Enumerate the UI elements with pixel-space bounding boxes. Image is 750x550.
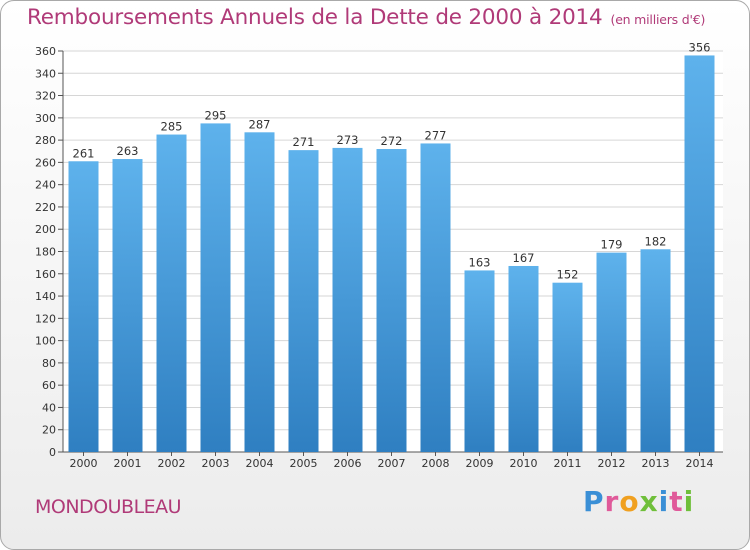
x-tick-label: 2003 (202, 457, 230, 470)
data-label: 285 (161, 120, 183, 134)
bar (552, 282, 583, 452)
logo-letter: o (619, 485, 640, 518)
x-tick-label: 2013 (642, 457, 670, 470)
x-tick-label: 2002 (158, 457, 186, 470)
x-tick-label: 2000 (70, 457, 98, 470)
bar (464, 270, 495, 452)
x-tick-label: 2007 (378, 457, 406, 470)
logo-letter: x (639, 485, 659, 518)
y-tick-label: 360 (35, 45, 56, 58)
bar (376, 149, 407, 452)
y-tick-label: 100 (35, 335, 56, 348)
x-tick-label: 2008 (422, 457, 450, 470)
x-tick-label: 2005 (290, 457, 318, 470)
x-tick-label: 2004 (246, 457, 274, 470)
x-tick-label: 2014 (686, 457, 714, 470)
x-tick-label: 2012 (598, 457, 626, 470)
y-tick-label: 240 (35, 179, 56, 192)
x-tick-label: 2001 (114, 457, 142, 470)
x-tick-label: 2011 (554, 457, 582, 470)
logo-letter: r (604, 485, 620, 518)
bar (640, 249, 671, 452)
data-label: 263 (117, 144, 139, 158)
y-tick-label: 340 (35, 67, 56, 80)
bar (420, 143, 451, 453)
chart-title: Remboursements Annuels de la Dette de 20… (27, 5, 705, 30)
data-label: 272 (381, 134, 403, 148)
y-tick-label: 200 (35, 223, 56, 236)
data-label: 152 (557, 268, 579, 282)
chart-unit: (en milliers d'€) (610, 12, 706, 27)
bar (112, 159, 143, 452)
y-tick-label: 140 (35, 290, 56, 303)
y-tick-label: 60 (42, 379, 56, 392)
logo-letter: P (583, 485, 605, 518)
proxiti-logo: Proxiti (583, 485, 694, 518)
data-label: 271 (293, 135, 315, 149)
y-tick-label: 40 (42, 401, 56, 414)
bar (288, 150, 319, 452)
y-tick-label: 220 (35, 201, 56, 214)
data-label: 295 (205, 108, 227, 122)
bar (68, 161, 99, 452)
y-tick-label: 320 (35, 90, 56, 103)
y-tick-label: 180 (35, 246, 56, 259)
x-tick-label: 2009 (466, 457, 494, 470)
y-tick-label: 20 (42, 424, 56, 437)
logo-letter: i (658, 485, 670, 518)
y-tick-label: 300 (35, 112, 56, 125)
bar (508, 265, 539, 452)
y-tick-label: 260 (35, 156, 56, 169)
bar (684, 55, 715, 452)
bar (156, 134, 187, 452)
data-label: 167 (513, 251, 535, 265)
x-tick-label: 2006 (334, 457, 362, 470)
commune-name: MONDOUBLEAU (35, 496, 182, 518)
x-tick-label: 2010 (510, 457, 538, 470)
bar (332, 147, 363, 453)
data-label: 273 (337, 133, 359, 147)
data-label: 179 (601, 238, 623, 252)
data-label: 356 (689, 40, 711, 54)
logo-letter: i (683, 485, 695, 518)
y-tick-label: 0 (49, 446, 56, 459)
data-label: 277 (425, 128, 447, 142)
y-tick-label: 160 (35, 268, 56, 281)
bar (200, 123, 231, 453)
data-label: 287 (249, 117, 271, 131)
data-label: 182 (645, 234, 667, 248)
y-tick-label: 80 (42, 357, 56, 370)
chart-title-text: Remboursements Annuels de la Dette de 20… (27, 5, 603, 30)
y-tick-label: 120 (35, 312, 56, 325)
logo-letter: t (669, 485, 684, 518)
data-label: 261 (73, 146, 95, 160)
bar (596, 252, 627, 452)
data-label: 163 (469, 255, 491, 269)
y-tick-label: 280 (35, 134, 56, 147)
bar (244, 132, 275, 452)
